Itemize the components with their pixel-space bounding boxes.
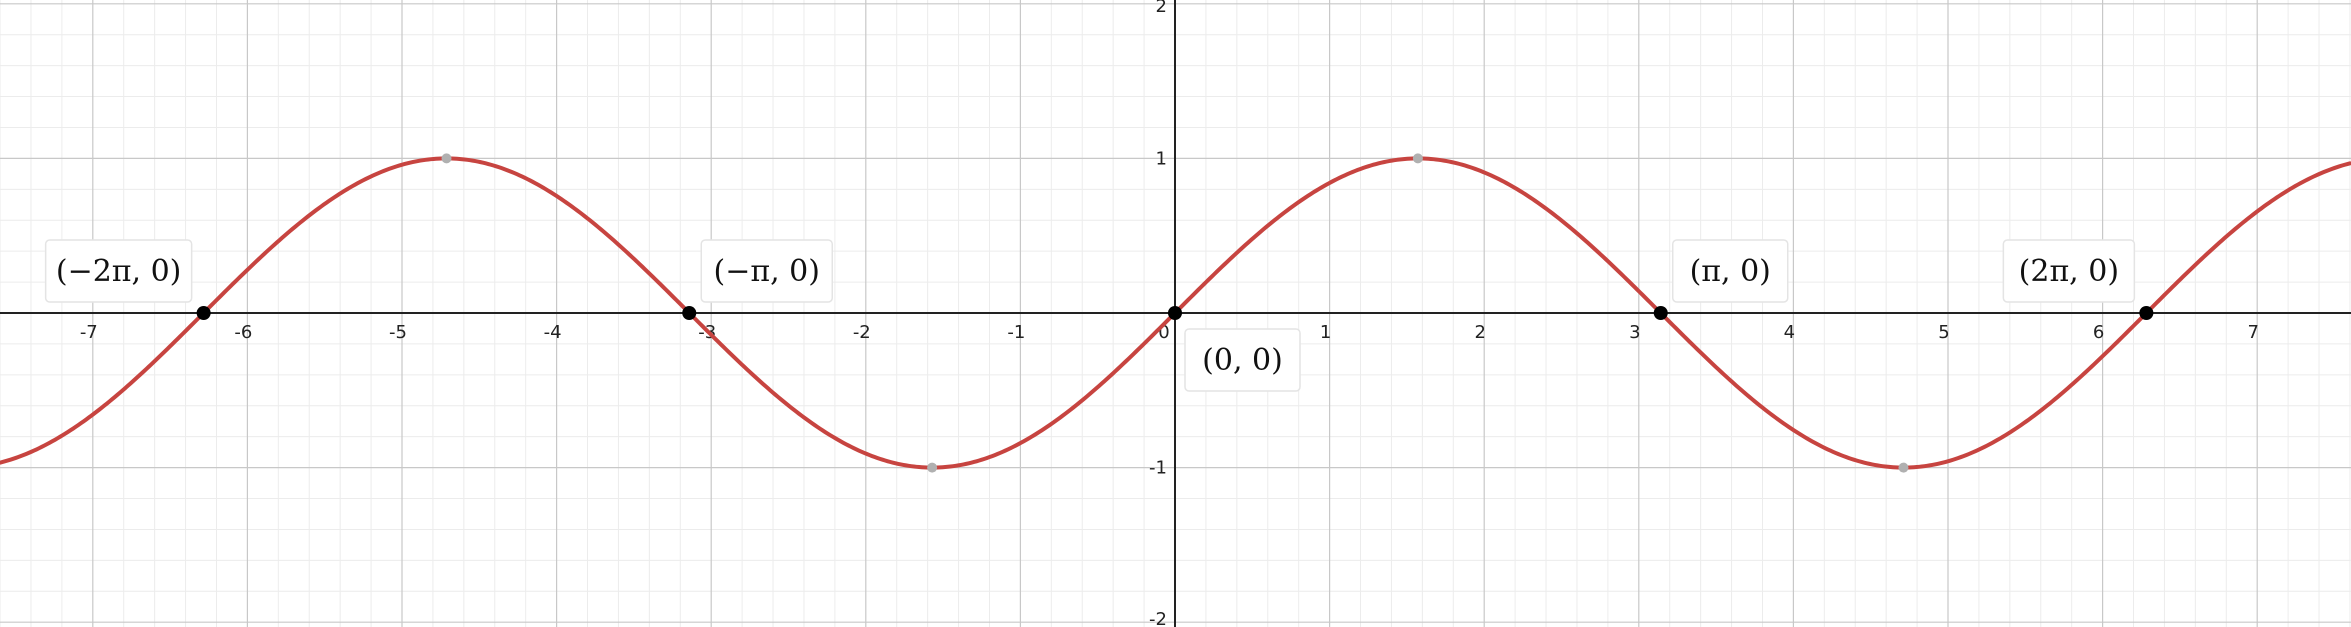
point-label-box <box>1184 328 1301 392</box>
extremum-point[interactable] <box>1412 153 1423 164</box>
point-label: (−2π, 0) <box>44 239 193 303</box>
zero-point[interactable] <box>1168 306 1182 320</box>
x-tick-label: 3 <box>1629 322 1640 343</box>
point-label: (2π, 0) <box>2002 239 2136 303</box>
tick-labels: -7 -6 -5 -4 -3 -2 -1 0 1 2 3 4 5 6 721-1-2 <box>80 0 2259 627</box>
x-tick-label: 2 <box>1474 322 1485 343</box>
y-tick-label: 2 <box>1156 0 1167 17</box>
x-tick-label: -6 <box>234 322 252 343</box>
point-labels: (−2π, 0) (−π, 0) (0, 0) (π, 0) (2π, 0) <box>44 239 2136 392</box>
extremum-point[interactable] <box>1898 462 1909 473</box>
x-tick-label: -7 <box>80 322 98 343</box>
x-tick-label: 0 <box>1158 322 1169 343</box>
zero-point[interactable] <box>2139 306 2154 320</box>
y-tick-label: -2 <box>1149 609 1167 627</box>
point-label: (−π, 0) <box>700 239 833 303</box>
x-tick-label: -5 <box>389 322 407 343</box>
point-label-text: (2π, 0) <box>2019 254 2119 289</box>
x-tick-label: 7 <box>2247 322 2258 343</box>
y-tick-label: 1 <box>1156 148 1167 169</box>
point-label-box <box>44 239 193 303</box>
x-tick-label: 6 <box>2093 322 2104 343</box>
point-label-box <box>700 239 833 303</box>
y-tick-label: -1 <box>1149 458 1167 479</box>
zero-point[interactable] <box>1653 306 1668 320</box>
zero-point[interactable] <box>196 306 211 320</box>
x-tick-label: 4 <box>1784 322 1795 343</box>
point-label-text: (−π, 0) <box>714 254 820 289</box>
points-layer <box>196 153 2154 473</box>
extremum-point[interactable] <box>927 462 938 473</box>
x-tick-label: -4 <box>544 322 562 343</box>
point-label-box <box>2002 239 2136 303</box>
zero-point[interactable] <box>682 306 697 320</box>
point-label: (0, 0) <box>1184 328 1301 392</box>
x-tick-label: 5 <box>1938 322 1949 343</box>
extremum-point[interactable] <box>441 153 452 164</box>
point-label-text: (π, 0) <box>1690 254 1771 289</box>
x-tick-label: -1 <box>1007 322 1025 343</box>
point-label: (π, 0) <box>1672 239 1789 303</box>
point-label-text: (−2π, 0) <box>56 254 182 289</box>
point-label-text: (0, 0) <box>1202 343 1283 378</box>
x-tick-label: -2 <box>853 322 871 343</box>
x-tick-label: 1 <box>1320 322 1331 343</box>
point-label-box <box>1672 239 1789 303</box>
